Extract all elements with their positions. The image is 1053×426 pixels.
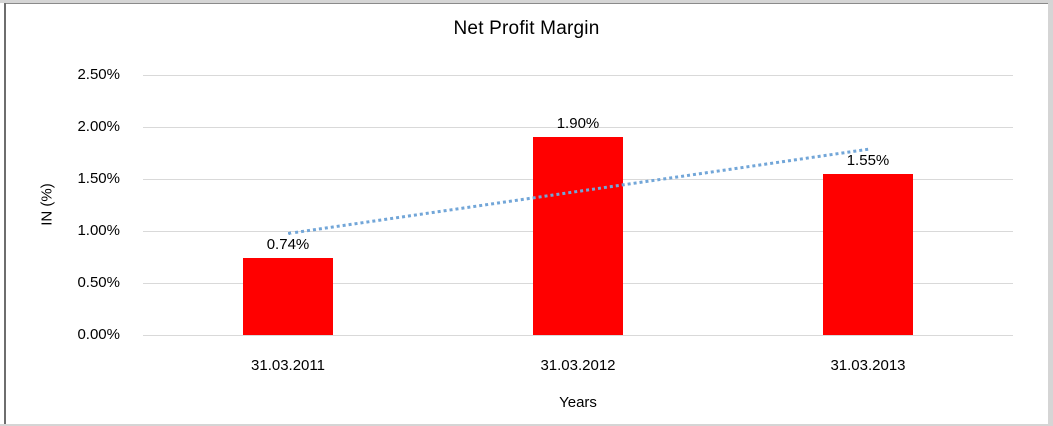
x-category-label: 31.03.2013 bbox=[830, 357, 906, 374]
y-tick-label: 0.00% bbox=[77, 326, 120, 343]
y-tick-label: 1.50% bbox=[77, 170, 120, 187]
y-tick-label: 0.50% bbox=[77, 274, 120, 291]
x-axis-title: Years bbox=[559, 394, 597, 411]
border-left bbox=[4, 3, 6, 424]
chart-title: Net Profit Margin bbox=[453, 18, 600, 39]
y-tick-label: 2.00% bbox=[77, 118, 120, 135]
y-tick-label: 2.50% bbox=[77, 66, 120, 83]
gridline bbox=[143, 335, 1013, 336]
plot-area: 0.74% 1.90% 1.55% bbox=[143, 75, 1013, 336]
border-top bbox=[0, 0, 1053, 3]
bar bbox=[243, 258, 333, 335]
bar-value-label: 1.90% bbox=[556, 115, 600, 133]
border-top-line bbox=[5, 3, 1053, 4]
border-bottom bbox=[0, 424, 1053, 426]
border-right bbox=[1048, 0, 1053, 426]
bar bbox=[823, 173, 913, 335]
bar-value-label: 0.74% bbox=[266, 236, 310, 254]
x-category-label: 31.03.2011 bbox=[251, 357, 325, 374]
y-tick-label: 1.00% bbox=[77, 222, 120, 239]
y-axis-title: IN (%) bbox=[38, 183, 56, 226]
gridline bbox=[143, 75, 1013, 76]
bar bbox=[533, 137, 623, 335]
x-axis-tick-labels: 31.03.2011 31.03.2012 31.03.2013 bbox=[143, 356, 1013, 376]
gridline bbox=[143, 127, 1013, 128]
bar-value-label: 1.55% bbox=[846, 151, 890, 169]
x-category-label: 31.03.2012 bbox=[540, 357, 616, 374]
